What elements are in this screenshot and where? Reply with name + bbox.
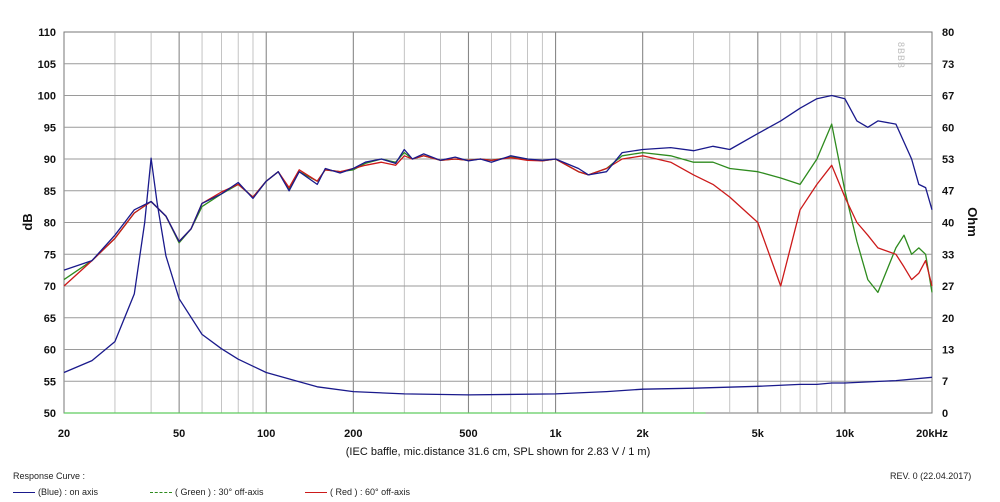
left-tick-label: 75	[44, 249, 56, 261]
right-tick-label: 33	[942, 249, 954, 261]
x-tick-label: 5k	[752, 428, 765, 440]
x-tick-label: 20	[58, 428, 70, 440]
right-tick-label: 13	[942, 345, 954, 357]
series-line-on-axis	[63, 94, 933, 271]
x-tick-label: 10k	[836, 428, 855, 440]
legend-green: ( Green ) : 30° off-axis	[150, 487, 263, 497]
left-axis-title: dB	[20, 213, 35, 230]
x-tick-label: 1k	[549, 428, 562, 440]
legend-red: ( Red ) : 60° off-axis	[305, 487, 410, 497]
chart-caption: (IEC baffle, mic.distance 31.6 cm, SPL s…	[346, 446, 650, 458]
right-tick-label: 40	[942, 218, 954, 230]
tick-labels: 20 50 100 200 500 1k 2k 5k 10k 20kHz1101051009590…	[38, 27, 955, 440]
left-tick-label: 60	[44, 345, 56, 357]
right-tick-label: 73	[942, 59, 954, 71]
right-tick-label: 53	[942, 154, 954, 166]
left-tick-label: 100	[38, 91, 56, 103]
left-tick-label: 70	[44, 281, 56, 293]
revision-label: REV. 0 (22.04.2017)	[890, 471, 972, 481]
legend-blue: (Blue) : on axis	[13, 487, 98, 497]
left-tick-label: 50	[44, 408, 56, 420]
left-tick-label: 95	[44, 122, 56, 134]
series-line-impedance	[63, 157, 933, 396]
left-tick-label: 65	[44, 313, 56, 325]
legend-green-swatch	[150, 492, 172, 494]
right-tick-label: 27	[942, 281, 954, 293]
x-tick-label: 2k	[637, 428, 650, 440]
left-tick-label: 55	[44, 376, 56, 388]
x-tick-label: 200	[344, 428, 362, 440]
left-tick-label: 90	[44, 154, 56, 166]
legend-blue-swatch	[13, 492, 35, 494]
right-tick-label: 60	[942, 122, 954, 134]
right-tick-label: 7	[942, 376, 948, 388]
right-tick-label: 67	[942, 90, 954, 102]
response-curve-label: Response Curve :	[13, 471, 86, 481]
grid	[64, 32, 932, 413]
left-tick-label: 85	[44, 186, 56, 198]
legend-green-label: ( Green ) : 30° off-axis	[175, 487, 264, 497]
right-tick-label: 80	[942, 27, 954, 39]
left-tick-label: 105	[38, 59, 56, 71]
x-tick-label: 20kHz	[916, 428, 948, 440]
watermark: 8BBB	[896, 42, 906, 70]
left-tick-label: 80	[44, 218, 56, 230]
right-tick-label: 0	[942, 408, 948, 420]
left-tick-label: 110	[38, 27, 56, 39]
series-lines	[63, 94, 933, 414]
legend-red-label: ( Red ) : 60° off-axis	[330, 487, 410, 497]
x-tick-label: 100	[257, 428, 275, 440]
x-tick-label: 500	[459, 428, 477, 440]
legend-red-swatch	[305, 492, 327, 494]
right-axis-title: Ohm	[965, 207, 980, 237]
right-tick-label: 20	[942, 313, 954, 325]
legend-blue-label: (Blue) : on axis	[38, 487, 99, 497]
x-tick-label: 50	[173, 428, 185, 440]
right-tick-label: 47	[942, 186, 954, 198]
